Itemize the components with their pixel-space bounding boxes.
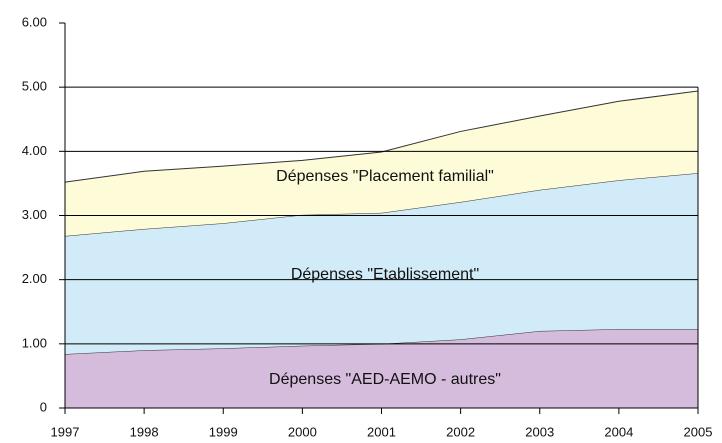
area	[65, 173, 698, 355]
y-tick-label: 4.00	[22, 143, 47, 158]
x-tick-label: 1999	[209, 424, 238, 439]
area-label: Dépenses "Placement familial"	[276, 168, 494, 185]
x-tick-label: 2005	[684, 424, 713, 439]
x-tick-label: 1998	[130, 424, 159, 439]
y-tick-label: 6.00	[22, 14, 47, 29]
x-tick-label: 2004	[604, 424, 633, 439]
y-tick-label: 5.00	[22, 79, 47, 94]
area-label: Dépenses "Etablissement"	[291, 266, 479, 283]
x-tick-label: 2003	[525, 424, 554, 439]
y-tick-label: 3.00	[22, 207, 47, 222]
x-tick-label: 1997	[51, 424, 80, 439]
y-tick-label: 2.00	[22, 271, 47, 286]
x-tick-label: 2002	[446, 424, 475, 439]
x-tick-label: 2000	[288, 424, 317, 439]
y-tick-label: 1.00	[22, 335, 47, 350]
x-tick-label: 2001	[367, 424, 396, 439]
area	[65, 91, 698, 237]
area-edge	[64, 90, 699, 183]
y-tick-label: 0	[40, 399, 47, 414]
area-label: Dépenses "AED-AEMO - autres"	[269, 371, 501, 388]
